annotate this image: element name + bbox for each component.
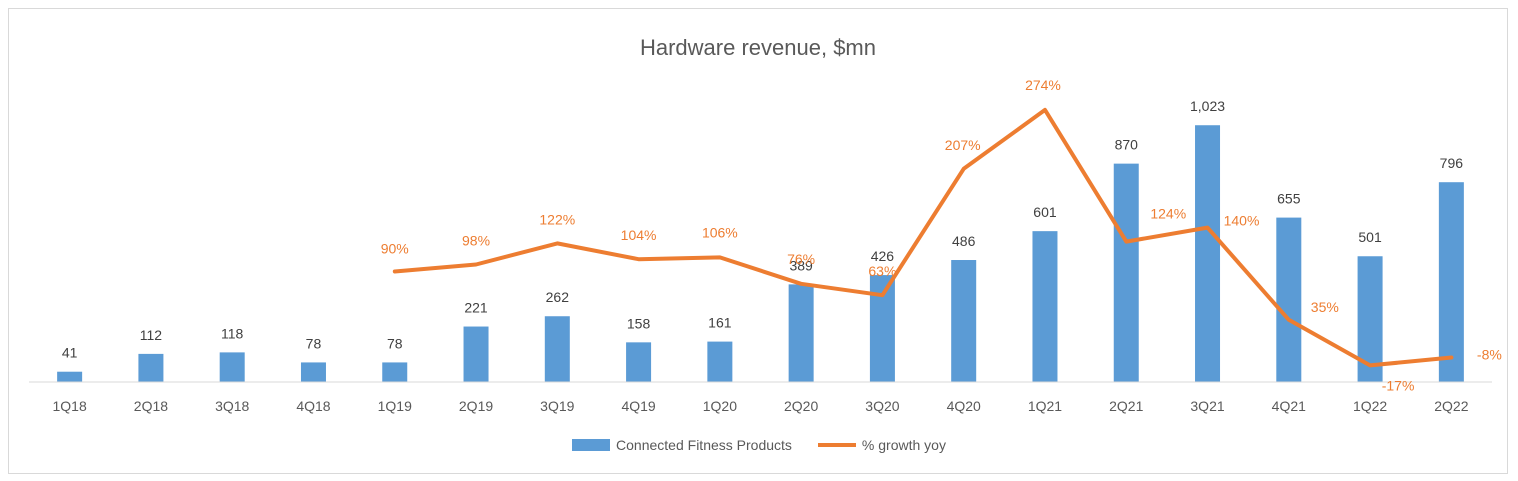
growth-label-4Q20: 207% — [945, 137, 981, 153]
bar-label-3Q18: 118 — [221, 325, 244, 341]
bar-3Q19 — [544, 316, 570, 382]
growth-label-3Q19: 122% — [539, 211, 575, 227]
x-tick-3Q18: 3Q18 — [215, 398, 249, 414]
bar-2Q22 — [1438, 182, 1464, 382]
bar-label-3Q20: 426 — [871, 248, 895, 264]
bar-2Q19 — [463, 326, 489, 382]
x-tick-4Q21: 4Q21 — [1272, 398, 1306, 414]
bar-4Q19 — [626, 342, 652, 382]
bar-2Q21 — [1113, 163, 1139, 382]
bar-label-3Q21: 1,023 — [1190, 98, 1225, 114]
x-tick-2Q21: 2Q21 — [1109, 398, 1143, 414]
bar-label-1Q21: 601 — [1033, 204, 1057, 220]
bar-label-1Q20: 161 — [708, 315, 732, 331]
growth-label-2Q22: -8% — [1477, 347, 1502, 363]
legend-label-line: % growth yoy — [861, 437, 946, 453]
bar-2Q20 — [788, 284, 814, 382]
bar-label-4Q20: 486 — [952, 233, 976, 249]
bar-label-1Q18: 41 — [62, 345, 78, 361]
bar-3Q18 — [219, 352, 245, 382]
chart-title: Hardware revenue, $mn — [639, 35, 876, 60]
bar-4Q21 — [1276, 217, 1302, 382]
x-tick-2Q20: 2Q20 — [784, 398, 818, 414]
x-tick-1Q19: 1Q19 — [378, 398, 412, 414]
chart-frame: Hardware revenue, $mn — [8, 8, 1508, 474]
growth-label-1Q19: 90% — [381, 240, 409, 256]
x-tick-1Q21: 1Q21 — [1028, 398, 1062, 414]
legend-item-line: % growth yoy — [817, 437, 946, 453]
x-tick-1Q20: 1Q20 — [703, 398, 737, 414]
x-tick-2Q19: 2Q19 — [459, 398, 493, 414]
bar-label-2Q22: 796 — [1440, 155, 1464, 171]
bar-4Q20 — [951, 260, 977, 382]
growth-label-1Q21: 274% — [1025, 77, 1061, 93]
bar-label-1Q19: 78 — [387, 335, 403, 351]
x-tick-1Q18: 1Q18 — [53, 398, 87, 414]
x-tick-1Q22: 1Q22 — [1353, 398, 1387, 414]
legend-label-bars: Connected Fitness Products — [616, 437, 792, 453]
bar-4Q18 — [300, 362, 326, 382]
bar-label-2Q20: 389 — [789, 257, 813, 273]
bar-2Q18 — [138, 353, 164, 382]
x-tick-4Q19: 4Q19 — [621, 398, 655, 414]
legend-swatch-bar — [572, 439, 611, 451]
growth-label-1Q22: -17% — [1382, 377, 1415, 393]
x-tick-3Q20: 3Q20 — [865, 398, 899, 414]
bar-label-4Q18: 78 — [306, 335, 322, 351]
bar-label-4Q21: 655 — [1277, 191, 1301, 207]
growth-label-2Q21: 124% — [1150, 206, 1186, 222]
bar-1Q18 — [57, 371, 83, 382]
bar-3Q21 — [1195, 125, 1221, 383]
x-tick-3Q21: 3Q21 — [1190, 398, 1224, 414]
bar-1Q21 — [1032, 231, 1058, 382]
bar-label-3Q19: 262 — [546, 289, 570, 305]
bar-1Q20 — [707, 341, 733, 382]
bar-label-2Q21: 870 — [1115, 137, 1139, 153]
x-tick-4Q18: 4Q18 — [296, 398, 330, 414]
growth-label-2Q20: 76% — [787, 251, 815, 267]
x-tick-2Q18: 2Q18 — [134, 398, 168, 414]
legend-item-bars: Connected Fitness Products — [572, 437, 792, 453]
growth-label-2Q19: 98% — [462, 232, 490, 248]
growth-label-4Q21: 35% — [1311, 299, 1339, 315]
bar-label-2Q18: 112 — [140, 327, 163, 343]
bar-label-1Q22: 501 — [1358, 229, 1382, 245]
bar-1Q19 — [382, 362, 408, 382]
growth-label-3Q20: 63% — [868, 263, 896, 279]
bar-3Q20 — [869, 275, 895, 382]
x-tick-4Q20: 4Q20 — [947, 398, 981, 414]
x-tick-3Q19: 3Q19 — [540, 398, 574, 414]
bar-label-4Q19: 158 — [627, 315, 651, 331]
growth-label-1Q20: 106% — [702, 224, 738, 240]
growth-label-3Q21: 140% — [1224, 213, 1260, 229]
legend-swatch-line — [817, 443, 856, 447]
bar-label-2Q19: 221 — [464, 300, 488, 316]
growth-label-4Q19: 104% — [621, 227, 657, 243]
growth-line — [392, 107, 1454, 368]
x-tick-2Q22: 2Q22 — [1434, 398, 1468, 414]
chart-legend: Connected Fitness Products % growth yoy — [0, 437, 1518, 453]
